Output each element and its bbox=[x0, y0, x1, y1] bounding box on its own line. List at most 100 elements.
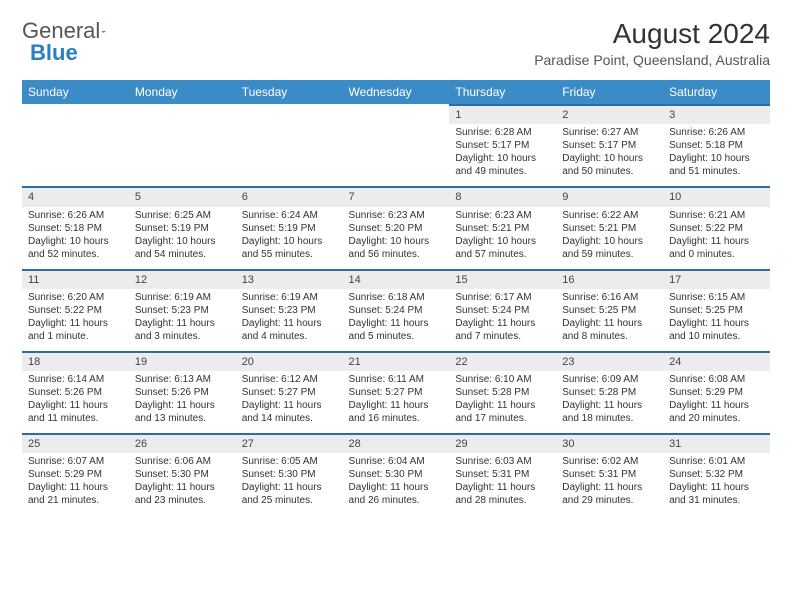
calendar-day-cell: 5Sunrise: 6:25 AMSunset: 5:19 PMDaylight… bbox=[129, 186, 236, 268]
calendar-week-row: 25Sunrise: 6:07 AMSunset: 5:29 PMDayligh… bbox=[22, 433, 770, 515]
weekday-header: Friday bbox=[556, 80, 663, 104]
calendar-day-cell: 8Sunrise: 6:23 AMSunset: 5:21 PMDaylight… bbox=[449, 186, 556, 268]
daylight-line: Daylight: 11 hours and 13 minutes. bbox=[135, 399, 230, 425]
sunset-line: Sunset: 5:30 PM bbox=[135, 468, 230, 481]
calendar-day-cell bbox=[236, 104, 343, 186]
day-body: Sunrise: 6:05 AMSunset: 5:30 PMDaylight:… bbox=[236, 453, 343, 515]
day-body: Sunrise: 6:07 AMSunset: 5:29 PMDaylight:… bbox=[22, 453, 129, 515]
day-body: Sunrise: 6:22 AMSunset: 5:21 PMDaylight:… bbox=[556, 207, 663, 269]
weekday-header: Monday bbox=[129, 80, 236, 104]
day-number: 2 bbox=[556, 104, 663, 124]
calendar-day-cell: 10Sunrise: 6:21 AMSunset: 5:22 PMDayligh… bbox=[663, 186, 770, 268]
sunset-line: Sunset: 5:29 PM bbox=[28, 468, 123, 481]
sunset-line: Sunset: 5:27 PM bbox=[242, 386, 337, 399]
day-body: Sunrise: 6:06 AMSunset: 5:30 PMDaylight:… bbox=[129, 453, 236, 515]
day-body: Sunrise: 6:24 AMSunset: 5:19 PMDaylight:… bbox=[236, 207, 343, 269]
sunset-line: Sunset: 5:27 PM bbox=[349, 386, 444, 399]
weekday-header: Saturday bbox=[663, 80, 770, 104]
day-body: Sunrise: 6:13 AMSunset: 5:26 PMDaylight:… bbox=[129, 371, 236, 433]
day-body: Sunrise: 6:26 AMSunset: 5:18 PMDaylight:… bbox=[22, 207, 129, 269]
daylight-line: Daylight: 10 hours and 51 minutes. bbox=[669, 152, 764, 178]
daylight-line: Daylight: 11 hours and 1 minute. bbox=[28, 317, 123, 343]
daylight-line: Daylight: 10 hours and 54 minutes. bbox=[135, 235, 230, 261]
sunrise-line: Sunrise: 6:23 AM bbox=[349, 209, 444, 222]
day-body: Sunrise: 6:21 AMSunset: 5:22 PMDaylight:… bbox=[663, 207, 770, 269]
calendar-day-cell: 2Sunrise: 6:27 AMSunset: 5:17 PMDaylight… bbox=[556, 104, 663, 186]
day-body: Sunrise: 6:28 AMSunset: 5:17 PMDaylight:… bbox=[449, 124, 556, 186]
sunset-line: Sunset: 5:25 PM bbox=[669, 304, 764, 317]
daylight-line: Daylight: 11 hours and 31 minutes. bbox=[669, 481, 764, 507]
sunrise-line: Sunrise: 6:06 AM bbox=[135, 455, 230, 468]
sunrise-line: Sunrise: 6:17 AM bbox=[455, 291, 550, 304]
sunrise-line: Sunrise: 6:13 AM bbox=[135, 373, 230, 386]
calendar-day-cell: 25Sunrise: 6:07 AMSunset: 5:29 PMDayligh… bbox=[22, 433, 129, 515]
day-body: Sunrise: 6:25 AMSunset: 5:19 PMDaylight:… bbox=[129, 207, 236, 269]
sunrise-line: Sunrise: 6:02 AM bbox=[562, 455, 657, 468]
daylight-line: Daylight: 11 hours and 14 minutes. bbox=[242, 399, 337, 425]
day-body: Sunrise: 6:15 AMSunset: 5:25 PMDaylight:… bbox=[663, 289, 770, 351]
day-body: Sunrise: 6:19 AMSunset: 5:23 PMDaylight:… bbox=[236, 289, 343, 351]
sunrise-line: Sunrise: 6:23 AM bbox=[455, 209, 550, 222]
day-number: 11 bbox=[22, 269, 129, 289]
sunset-line: Sunset: 5:22 PM bbox=[669, 222, 764, 235]
day-number: 30 bbox=[556, 433, 663, 453]
page-title: August 2024 bbox=[534, 18, 770, 50]
day-body: Sunrise: 6:26 AMSunset: 5:18 PMDaylight:… bbox=[663, 124, 770, 186]
sunset-line: Sunset: 5:18 PM bbox=[28, 222, 123, 235]
day-number: 20 bbox=[236, 351, 343, 371]
calendar-day-cell: 6Sunrise: 6:24 AMSunset: 5:19 PMDaylight… bbox=[236, 186, 343, 268]
calendar-day-cell: 24Sunrise: 6:08 AMSunset: 5:29 PMDayligh… bbox=[663, 351, 770, 433]
calendar-day-cell: 23Sunrise: 6:09 AMSunset: 5:28 PMDayligh… bbox=[556, 351, 663, 433]
sunrise-line: Sunrise: 6:19 AM bbox=[242, 291, 337, 304]
day-number: 10 bbox=[663, 186, 770, 206]
sunset-line: Sunset: 5:25 PM bbox=[562, 304, 657, 317]
calendar-day-cell: 22Sunrise: 6:10 AMSunset: 5:28 PMDayligh… bbox=[449, 351, 556, 433]
sunrise-line: Sunrise: 6:16 AM bbox=[562, 291, 657, 304]
daylight-line: Daylight: 11 hours and 4 minutes. bbox=[242, 317, 337, 343]
day-number: 3 bbox=[663, 104, 770, 124]
sunset-line: Sunset: 5:28 PM bbox=[562, 386, 657, 399]
calendar-day-cell: 29Sunrise: 6:03 AMSunset: 5:31 PMDayligh… bbox=[449, 433, 556, 515]
weekday-header-row: Sunday Monday Tuesday Wednesday Thursday… bbox=[22, 80, 770, 104]
calendar-day-cell: 21Sunrise: 6:11 AMSunset: 5:27 PMDayligh… bbox=[343, 351, 450, 433]
day-number: 12 bbox=[129, 269, 236, 289]
weekday-header: Wednesday bbox=[343, 80, 450, 104]
sunrise-line: Sunrise: 6:18 AM bbox=[349, 291, 444, 304]
sunset-line: Sunset: 5:31 PM bbox=[562, 468, 657, 481]
sunrise-line: Sunrise: 6:12 AM bbox=[242, 373, 337, 386]
day-body: Sunrise: 6:08 AMSunset: 5:29 PMDaylight:… bbox=[663, 371, 770, 433]
calendar-day-cell: 30Sunrise: 6:02 AMSunset: 5:31 PMDayligh… bbox=[556, 433, 663, 515]
calendar-day-cell: 7Sunrise: 6:23 AMSunset: 5:20 PMDaylight… bbox=[343, 186, 450, 268]
sunset-line: Sunset: 5:17 PM bbox=[562, 139, 657, 152]
daylight-line: Daylight: 11 hours and 11 minutes. bbox=[28, 399, 123, 425]
day-body: Sunrise: 6:10 AMSunset: 5:28 PMDaylight:… bbox=[449, 371, 556, 433]
daylight-line: Daylight: 11 hours and 28 minutes. bbox=[455, 481, 550, 507]
sunset-line: Sunset: 5:24 PM bbox=[349, 304, 444, 317]
daylight-line: Daylight: 11 hours and 26 minutes. bbox=[349, 481, 444, 507]
sunset-line: Sunset: 5:28 PM bbox=[455, 386, 550, 399]
calendar-day-cell bbox=[129, 104, 236, 186]
day-number: 22 bbox=[449, 351, 556, 371]
location-subtitle: Paradise Point, Queensland, Australia bbox=[534, 52, 770, 68]
sunrise-line: Sunrise: 6:08 AM bbox=[669, 373, 764, 386]
calendar-week-row: 1Sunrise: 6:28 AMSunset: 5:17 PMDaylight… bbox=[22, 104, 770, 186]
sunset-line: Sunset: 5:26 PM bbox=[28, 386, 123, 399]
daylight-line: Daylight: 11 hours and 25 minutes. bbox=[242, 481, 337, 507]
calendar-week-row: 4Sunrise: 6:26 AMSunset: 5:18 PMDaylight… bbox=[22, 186, 770, 268]
calendar-day-cell: 12Sunrise: 6:19 AMSunset: 5:23 PMDayligh… bbox=[129, 269, 236, 351]
weekday-header: Sunday bbox=[22, 80, 129, 104]
calendar-day-cell: 3Sunrise: 6:26 AMSunset: 5:18 PMDaylight… bbox=[663, 104, 770, 186]
calendar-day-cell: 18Sunrise: 6:14 AMSunset: 5:26 PMDayligh… bbox=[22, 351, 129, 433]
sunrise-line: Sunrise: 6:28 AM bbox=[455, 126, 550, 139]
day-body: Sunrise: 6:23 AMSunset: 5:20 PMDaylight:… bbox=[343, 207, 450, 269]
day-body: Sunrise: 6:01 AMSunset: 5:32 PMDaylight:… bbox=[663, 453, 770, 515]
daylight-line: Daylight: 11 hours and 23 minutes. bbox=[135, 481, 230, 507]
day-body: Sunrise: 6:04 AMSunset: 5:30 PMDaylight:… bbox=[343, 453, 450, 515]
daylight-line: Daylight: 11 hours and 18 minutes. bbox=[562, 399, 657, 425]
day-body: Sunrise: 6:19 AMSunset: 5:23 PMDaylight:… bbox=[129, 289, 236, 351]
day-number: 21 bbox=[343, 351, 450, 371]
day-body: Sunrise: 6:09 AMSunset: 5:28 PMDaylight:… bbox=[556, 371, 663, 433]
calendar-day-cell bbox=[22, 104, 129, 186]
sunset-line: Sunset: 5:17 PM bbox=[455, 139, 550, 152]
sunset-line: Sunset: 5:23 PM bbox=[242, 304, 337, 317]
